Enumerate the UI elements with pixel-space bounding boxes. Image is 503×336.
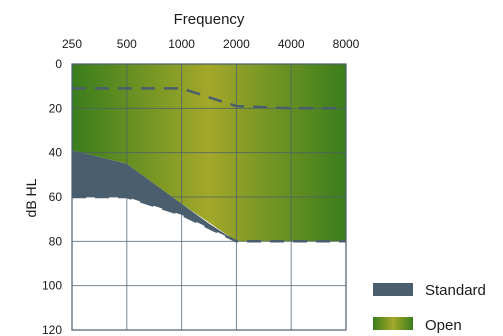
x-tick-labels: 250 500 1000 2000 4000 8000 (62, 37, 360, 51)
y-tick-label: 100 (42, 279, 62, 293)
y-tick-label: 40 (49, 146, 63, 160)
x-tick-label: 500 (117, 37, 137, 51)
y-axis-title: dB HL (23, 178, 39, 217)
x-tick-label: 8000 (333, 37, 360, 51)
dashed-line-lower (72, 195, 346, 243)
x-tick-label: 4000 (278, 37, 305, 51)
legend-label-standard: Standard (425, 282, 486, 299)
legend-swatch-standard (373, 283, 413, 296)
x-tick-label: 2000 (223, 37, 250, 51)
x-axis-title: Frequency (174, 11, 245, 28)
y-tick-labels: 0 20 40 60 80 100 120 (42, 57, 62, 336)
y-tick-label: 20 (49, 101, 63, 115)
x-tick-label: 250 (62, 37, 82, 51)
dashed-lines (72, 87, 346, 243)
y-tick-label: 120 (42, 323, 62, 336)
legend-swatch-open (373, 317, 413, 330)
legend: Standard Open (373, 282, 486, 334)
legend-label-open: Open (425, 317, 462, 334)
y-tick-label: 0 (55, 57, 62, 71)
y-tick-label: 80 (49, 234, 63, 248)
y-tick-label: 60 (49, 190, 63, 204)
x-tick-label: 1000 (168, 37, 195, 51)
dashed-line-upper (72, 87, 346, 110)
